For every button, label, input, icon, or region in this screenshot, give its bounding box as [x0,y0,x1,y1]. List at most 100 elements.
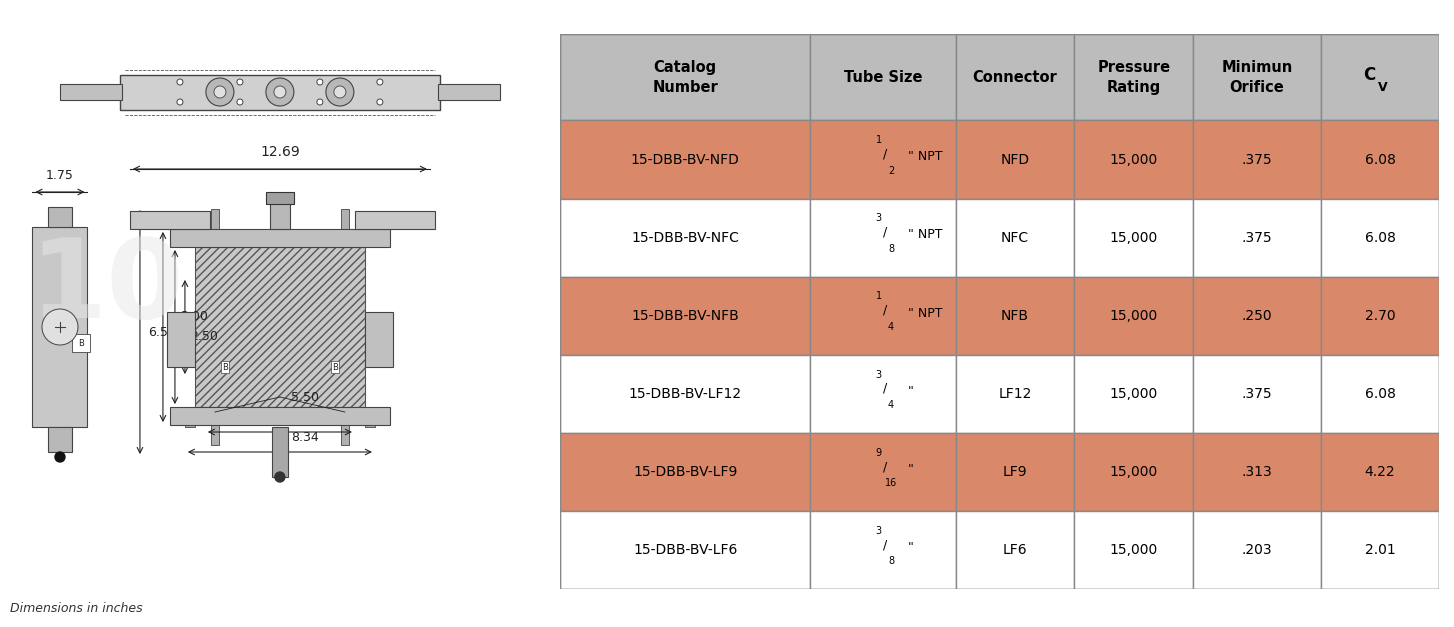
Text: /: / [883,538,887,551]
Text: .375: .375 [1242,231,1272,245]
Text: 15-DBB-BV-LF6: 15-DBB-BV-LF6 [632,544,737,557]
Circle shape [42,309,79,345]
Text: Tube Size: Tube Size [843,70,922,85]
Bar [810,34,955,120]
Text: 15-DBB-BV-NFC: 15-DBB-BV-NFC [631,231,739,245]
Circle shape [55,452,65,462]
Text: 4: 4 [888,400,894,410]
Text: " NPT: " NPT [907,228,942,241]
Text: .250: .250 [1242,309,1272,323]
Text: 5.50: 5.50 [291,391,318,404]
Text: B: B [332,362,337,372]
Bar [810,511,955,589]
Bar [955,433,1075,511]
Text: 1: 1 [875,292,881,302]
Text: /: / [883,460,887,473]
Bar [1075,511,1194,589]
Bar [1320,199,1439,277]
Text: 2.50: 2.50 [190,330,218,344]
Circle shape [273,86,286,98]
Text: 6.08: 6.08 [1365,231,1396,245]
Bar [560,199,810,277]
Circle shape [177,99,183,105]
Bar [810,277,955,355]
Bar [560,355,810,433]
Bar [1075,34,1194,120]
Text: Minimun
Orifice: Minimun Orifice [1221,60,1293,95]
Bar [1075,120,1194,199]
Bar [560,34,810,120]
Circle shape [266,78,294,106]
Bar [1320,433,1439,511]
Bar [1194,199,1320,277]
Text: C: C [1364,66,1375,84]
Bar [955,199,1075,277]
Text: 2.70: 2.70 [1365,309,1396,323]
Circle shape [326,78,353,106]
Bar [1075,277,1194,355]
Text: /: / [883,147,887,161]
Bar [1075,199,1194,277]
Bar [1194,355,1320,433]
Text: 3: 3 [875,213,881,223]
Bar [1075,433,1194,511]
Text: Catalog
Number: Catalog Number [653,60,718,95]
Text: 2: 2 [888,166,894,176]
Bar [560,511,810,589]
Circle shape [275,472,285,482]
Bar [810,199,955,277]
Bar [32,227,87,427]
Bar [955,355,1075,433]
Bar [1194,34,1320,120]
Text: 15,000: 15,000 [1109,465,1157,479]
Text: 8: 8 [888,556,894,566]
Bar [1194,277,1320,355]
Bar [355,211,435,229]
Bar [810,433,955,511]
Circle shape [317,79,323,85]
Text: 4: 4 [888,322,894,332]
Text: .203: .203 [1242,544,1272,557]
Bar [955,34,1075,120]
Text: /: / [883,382,887,395]
Bar [1320,511,1439,589]
Bar [955,277,1075,355]
Text: V: V [1377,81,1387,94]
Text: /: / [883,304,887,317]
Text: LF12: LF12 [999,387,1032,401]
Bar [560,120,810,199]
Text: 6.00: 6.00 [291,411,318,424]
Bar [1075,355,1194,433]
Circle shape [377,79,382,85]
Bar [211,209,220,445]
Text: B: B [79,339,84,347]
Bar [1320,277,1439,355]
Text: 3: 3 [875,526,881,536]
Bar [270,194,289,229]
Text: NFB: NFB [1000,309,1029,323]
Text: Dimensions in inches: Dimensions in inches [10,602,142,615]
Text: B: B [222,362,228,372]
Bar [560,277,810,355]
Text: 6.08: 6.08 [1365,387,1396,401]
Text: NFD: NFD [1000,152,1029,167]
Bar [48,207,71,227]
Text: 10: 10 [31,233,185,340]
Circle shape [237,99,243,105]
Bar [1320,34,1439,120]
Text: /: / [883,226,887,239]
Bar [60,84,122,100]
Bar [1194,433,1320,511]
Text: 15,000: 15,000 [1109,544,1157,557]
Circle shape [177,79,183,85]
Circle shape [206,78,234,106]
Bar [1194,120,1320,199]
Text: LF6: LF6 [1003,544,1028,557]
Text: .375: .375 [1242,152,1272,167]
Bar [119,75,439,110]
Text: 6.08: 6.08 [1365,152,1396,167]
Text: 16: 16 [885,478,897,488]
Bar [272,427,288,477]
Bar [438,84,500,100]
Bar [48,427,71,452]
